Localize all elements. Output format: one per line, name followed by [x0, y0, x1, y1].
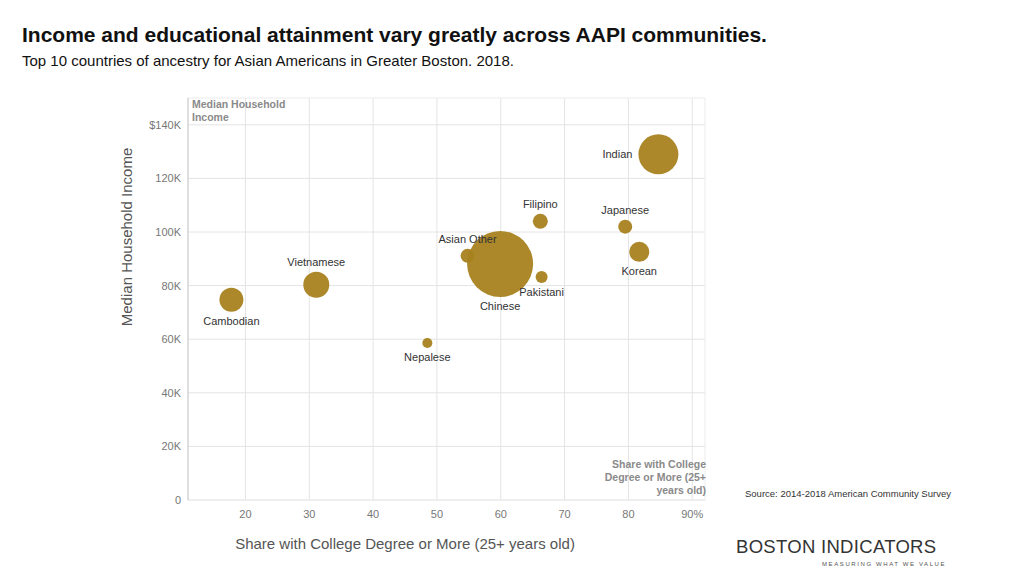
bubble	[303, 272, 329, 298]
y-grid-line	[188, 178, 705, 179]
y-tick-label: 0	[175, 494, 181, 506]
annotation-line: Degree or More (25+	[605, 471, 706, 483]
y-grid-line	[188, 446, 705, 447]
logo-tagline: MEASURING WHAT WE VALUE	[822, 561, 946, 567]
subtitle: Top 10 countries of ancestry for Asian A…	[22, 52, 514, 69]
bubble	[536, 271, 548, 283]
y-tick-label: 60K	[161, 333, 181, 345]
y-axis-title: Median Household Income	[118, 148, 135, 326]
x-tick-label: 70	[558, 508, 570, 520]
point-label: Vietnamese	[287, 256, 345, 268]
x-grid-line	[692, 98, 693, 500]
x-grid-line	[564, 98, 565, 500]
bubble	[219, 288, 243, 312]
point-label: Filipino	[523, 198, 558, 210]
point-label: Cambodian	[203, 315, 259, 327]
y-grid-line	[188, 285, 705, 286]
x-grid-line	[436, 98, 437, 500]
source: Source: 2014-2018 American Community Sur…	[745, 488, 951, 499]
x-grid-line	[309, 98, 310, 500]
y-tick-label: 40K	[161, 387, 181, 399]
plot-frame	[188, 98, 705, 500]
point-label: Asian Other	[439, 233, 497, 245]
x-grid-line	[245, 98, 246, 500]
x-tick-label: 30	[303, 508, 315, 520]
x-axis-title: Share with College Degree or More (25+ y…	[235, 535, 575, 552]
y-tick-label: $140K	[149, 119, 181, 131]
bubble	[422, 338, 432, 348]
y-tick-label: 100K	[155, 226, 181, 238]
bubble	[638, 134, 678, 174]
point-label: Pakistani	[519, 286, 564, 298]
logo: BOSTON INDICATORS	[736, 536, 936, 557]
point-label: Korean	[622, 265, 657, 277]
x-tick-label: 90%	[681, 508, 703, 520]
y-grid-line	[188, 339, 705, 340]
point-labels: Indian Filipino Japanese Korean Asian Other C…	[203, 148, 657, 363]
y-tick-label: 80K	[161, 280, 181, 292]
y-tick-label: 20K	[161, 440, 181, 452]
corner-annotation: Share with CollegeDegree or More (25+yea…	[605, 458, 706, 496]
point-label: Nepalese	[404, 351, 450, 363]
x-tick-label: 50	[431, 508, 443, 520]
y-tick-label: 120K	[155, 172, 181, 184]
bubbles	[219, 134, 678, 348]
annotation-line: Share with College	[612, 458, 706, 470]
annotation-line: years old)	[656, 484, 706, 496]
annotation-line: Median Household	[192, 98, 285, 110]
grid	[188, 98, 705, 500]
annotation-line: Income	[192, 111, 229, 123]
point-label: Chinese	[480, 300, 520, 312]
corner-annotation: Median HouseholdIncome	[192, 98, 285, 123]
bubble	[533, 214, 548, 229]
x-tick-label: 80	[622, 508, 634, 520]
bubble	[629, 242, 649, 262]
point-label: Japanese	[601, 204, 649, 216]
bubble	[618, 220, 632, 234]
title: Income and educational attainment vary g…	[22, 23, 767, 46]
x-grid-line	[373, 98, 374, 500]
y-axis-line	[188, 98, 189, 500]
x-tick-label: 20	[239, 508, 251, 520]
x-tick-label: 40	[367, 508, 379, 520]
x-tick-label: 60	[495, 508, 507, 520]
y-grid-line	[188, 124, 705, 125]
point-label: Indian	[602, 148, 632, 160]
y-grid-line	[188, 392, 705, 393]
chart: Income and educational attainment vary g…	[0, 0, 1024, 576]
